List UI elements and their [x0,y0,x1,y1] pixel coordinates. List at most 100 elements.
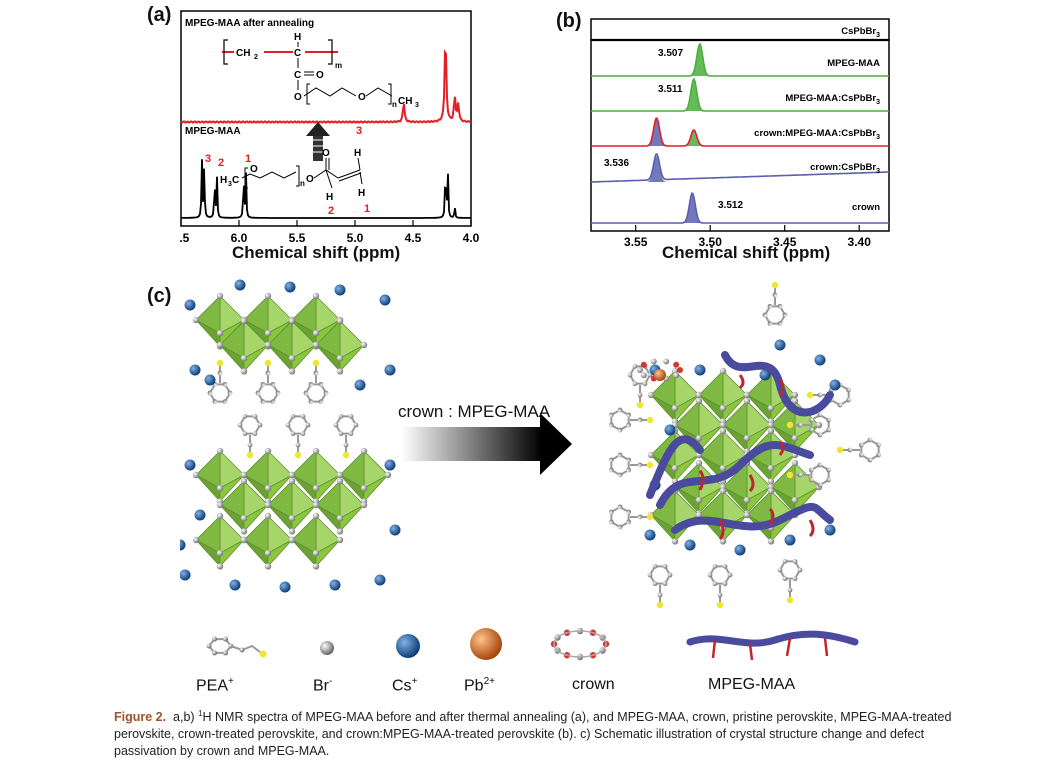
legend-icons [206,627,859,661]
br-atom [767,487,775,495]
br-atom [336,317,344,325]
br-atom [288,355,296,362]
br-atom [336,515,344,522]
br-atom [240,528,248,535]
legend-label-cs: Cs+ [392,676,418,695]
pea-molecule [707,563,733,609]
cs-atom [684,539,696,551]
label-mpeg-maa: MPEG-MAA [185,126,241,137]
br-atom [360,341,368,349]
svg-text:O: O [322,148,330,159]
cs-atom [774,339,786,351]
br-atom [264,550,272,557]
panel-b-nmr-chart: 3.55 3.50 3.45 3.40 CsPbBr3 MPEG-MAA MPEG-M… [590,18,890,249]
br-atom [240,536,248,544]
br-atom [216,447,224,455]
panel-b-peak-fill [678,193,707,223]
br-atom [216,512,224,520]
label-crown-cspbbr3: crown:CsPbBr3 [810,162,880,175]
panel-a-tick-label: 6.0 [231,231,248,245]
br-atom [767,478,775,485]
pea-molecule [255,359,281,405]
br-atom [791,497,799,504]
peak-label-3512: 3.512 [718,200,743,211]
cs-atom [694,364,706,376]
pbbr6-octahedron [216,477,272,535]
panel-b-x-ticks: 3.55 3.50 3.45 3.40 [624,225,871,249]
br-atom [312,512,320,520]
br-atom [288,536,296,544]
pbbr6-octahedron [312,317,368,375]
svg-text:1: 1 [364,203,370,215]
br-atom [767,465,775,472]
br-atom [719,367,727,375]
br-atom [647,391,655,399]
br-atom [264,501,272,509]
br-atom [791,459,799,467]
crown-ether-icon [550,627,610,661]
br-atom [360,501,368,509]
br-atom [695,391,703,399]
pb-ion-icon [470,628,502,660]
br-atom [240,355,248,362]
pbbr6-octahedron [312,477,368,535]
panel-b-peak-fill [679,79,708,111]
br-atom [192,536,200,544]
br-atom [312,447,320,455]
pea-molecule [207,359,233,405]
br-atom [695,435,703,442]
annealing-arrow [306,122,330,161]
legend-label-br: Br- [313,676,333,695]
cs-atom [354,379,366,391]
pbbr6-octahedron [264,317,320,375]
svg-text:3: 3 [228,181,232,188]
br-atom [719,465,727,472]
svg-text:H: H [354,148,361,159]
br-atom [288,477,296,485]
br-atom [695,459,703,467]
panel-a-tick-label: 5.5 [289,231,306,245]
cs-atom [759,369,771,381]
br-atom [767,421,775,429]
br-atom [695,497,703,504]
cs-atom [664,424,676,436]
br-atom [647,451,655,459]
br-atom [695,511,703,519]
panel-b-trace [591,153,889,183]
svg-text:H: H [220,175,227,186]
panel-b-peak-fill [679,130,708,146]
crown-ether-cluster [637,358,683,382]
caption-sup: 1 [198,709,203,718]
br-atom [767,538,775,545]
panel-b-trace [591,117,889,147]
br-atom [312,550,320,557]
br-atom [336,536,344,544]
br-atom [264,563,272,570]
panel-a-x-axis-title: Chemical shift (ppm) [232,243,401,262]
br-atom [264,341,272,349]
panel-b-tick-label: 3.50 [699,235,723,249]
svg-text:C: C [232,175,239,186]
cs-atom [284,281,296,293]
br-atom [312,292,320,300]
svg-text:C: C [294,70,301,81]
svg-text:3: 3 [415,102,419,109]
br-atom [671,405,679,412]
br-atom [767,427,775,435]
br-atom [719,405,727,412]
pbbr6-octahedron [216,317,272,375]
pea-molecule [303,359,329,405]
legend-label-crown: crown [572,676,615,693]
cs-atom [334,284,346,296]
br-atom [216,485,224,492]
cs-atom [229,579,241,591]
br-atom [743,397,751,405]
peak-number-1: 1 [245,153,251,165]
panel-b-trace [591,192,889,224]
svg-text:CH: CH [398,96,412,107]
br-atom [240,477,248,485]
cs-atom [180,569,191,581]
peak-label-3507: 3.507 [658,48,683,59]
pbbr6-octahedron [192,512,248,570]
svg-text:m: m [335,61,342,70]
